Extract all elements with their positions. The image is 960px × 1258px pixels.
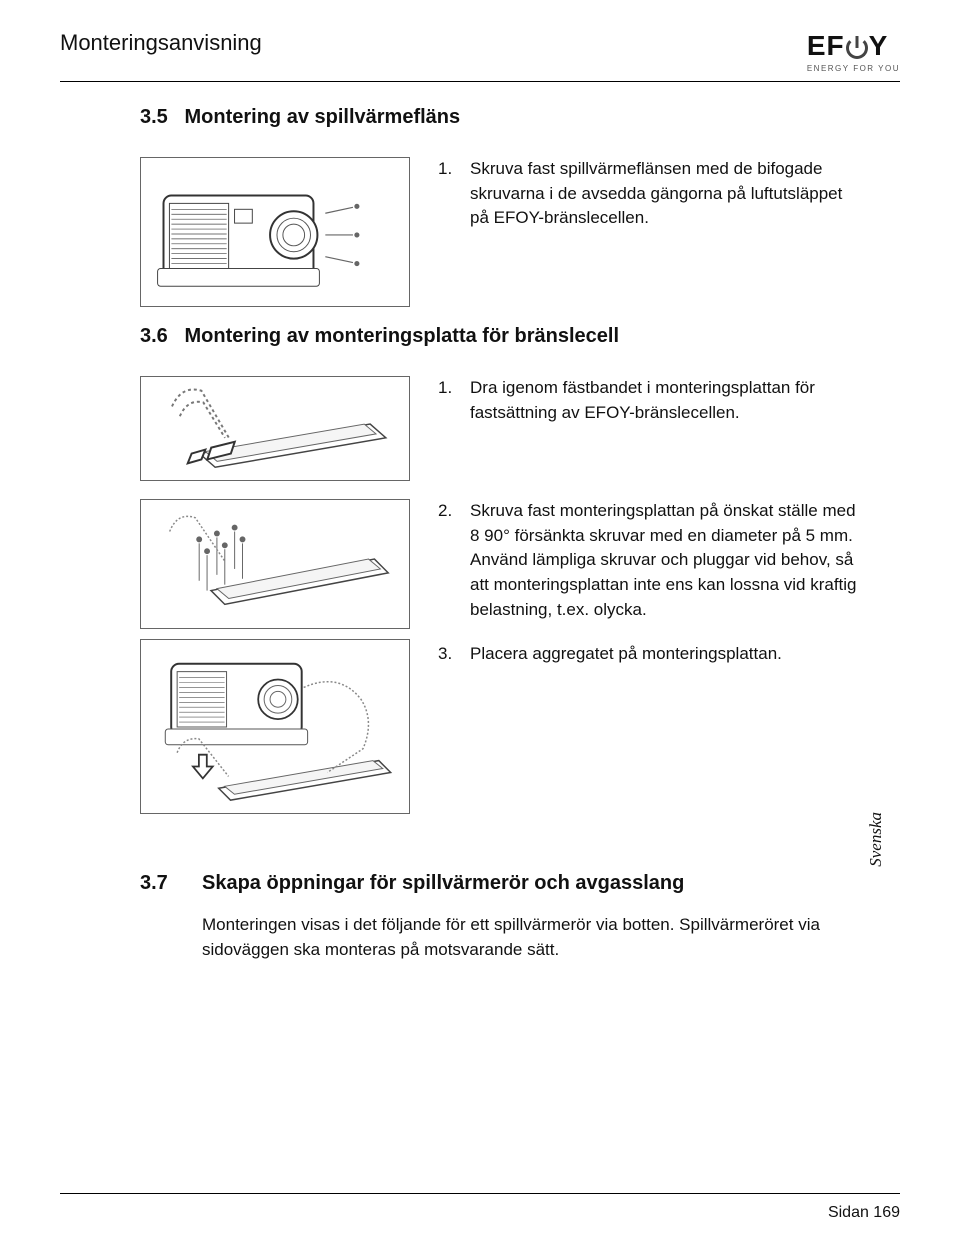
section-3-6-steps-2-3: 2. Skruva fast monteringsplattan på önsk…	[140, 499, 900, 814]
section-number: 3.6 Montering av monteringsplatta för br…	[140, 325, 619, 348]
place-unit-icon	[141, 640, 409, 813]
logo-wordmark: EF Y	[807, 30, 900, 62]
page-footer: Sidan 169	[60, 1193, 900, 1222]
step-3-5-1: 1. Skruva fast spillvärmeflänsen med de …	[438, 157, 860, 307]
figure-place-unit	[140, 639, 410, 814]
figure-mounting-plate-strap	[140, 376, 410, 481]
logo-tagline: ENERGY FOR YOU	[807, 64, 900, 73]
figure-fuel-cell-flange	[140, 157, 410, 307]
section-3-5-content: 1. Skruva fast spillvärmeflänsen med de …	[140, 157, 900, 307]
fuel-cell-flange-icon	[141, 158, 409, 306]
figure-mounting-plate-screws	[140, 499, 410, 629]
step-number: 3.	[438, 642, 456, 667]
stacked-steps: 2. Skruva fast monteringsplattan på önsk…	[438, 499, 860, 814]
mounting-plate-screws-icon	[141, 500, 409, 628]
section-number: 3.5 Montering av spillvärmefläns	[140, 106, 460, 129]
step-3-6-2: 2. Skruva fast monteringsplattan på önsk…	[438, 499, 860, 622]
stacked-figures	[140, 499, 410, 814]
brand-logo: EF Y ENERGY FOR YOU	[807, 30, 900, 73]
section-title-text: Montering av spillvärmefläns	[184, 106, 460, 128]
section-number-text: 3.5	[140, 106, 168, 128]
section-3-7-paragraph: Monteringen visas i det följande för ett…	[202, 913, 842, 962]
step-3-6-3: 3. Placera aggregatet på monteringsplatt…	[438, 642, 860, 667]
section-title: Skapa öppningar för spillvärmerör och av…	[202, 872, 684, 895]
section-3-7: 3.7 Skapa öppningar för spillvärmerör oc…	[140, 872, 900, 962]
power-icon	[846, 37, 868, 59]
section-3-7-heading: 3.7 Skapa öppningar för spillvärmerör oc…	[140, 872, 900, 895]
step-number: 2.	[438, 499, 456, 622]
step-body: Skruva fast monteringsplattan på önskat …	[470, 499, 860, 622]
logo-text-b: Y	[869, 30, 889, 62]
mounting-plate-strap-icon	[141, 377, 409, 480]
page-header: Monteringsanvisning EF Y ENERGY FOR YOU	[60, 30, 900, 82]
step-body: Skruva fast spillvärmeflänsen med de bif…	[470, 157, 860, 307]
section-number-text: 3.6	[140, 325, 168, 347]
step-body: Placera aggregatet på monteringsplattan.	[470, 642, 782, 667]
step-body: Dra igenom fästbandet i monteringsplatta…	[470, 376, 860, 481]
page-number: Sidan 169	[828, 1204, 900, 1222]
section-number: 3.7	[140, 872, 182, 895]
header-title: Monteringsanvisning	[60, 30, 262, 56]
logo-text-a: EF	[807, 30, 845, 62]
section-3-6-step1: 1. Dra igenom fästbandet i monteringspla…	[140, 376, 900, 481]
section-title-text: Montering av monteringsplatta för bränsl…	[184, 325, 619, 347]
step-number: 1.	[438, 157, 456, 307]
step-number: 1.	[438, 376, 456, 481]
step-3-6-1: 1. Dra igenom fästbandet i monteringspla…	[438, 376, 860, 481]
section-3-5-heading: 3.5 Montering av spillvärmefläns	[60, 106, 900, 129]
side-language-tab: Svenska	[866, 812, 886, 867]
section-3-6-heading: 3.6 Montering av monteringsplatta för br…	[60, 325, 900, 348]
